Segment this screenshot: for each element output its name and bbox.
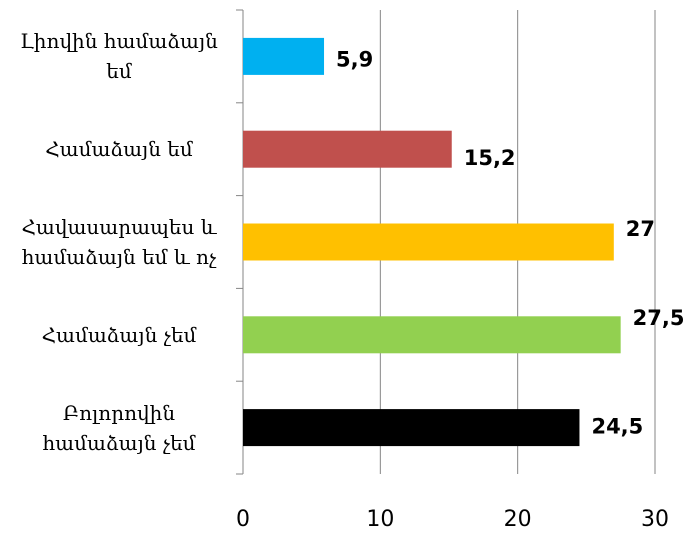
x-tick-label: 10	[366, 507, 394, 532]
value-label: 15,2	[464, 146, 516, 170]
value-label: 27,5	[633, 306, 685, 330]
category-label: Բոլորովին համաձայն չեմ	[42, 400, 196, 455]
x-tick-label: 0	[236, 507, 250, 532]
category-label: Համաձայն չեմ	[41, 322, 197, 347]
x-tick-label: 20	[504, 507, 532, 532]
x-tick-label: 30	[641, 507, 669, 532]
bar	[243, 37, 325, 75]
bar	[243, 130, 452, 168]
category-label: Լիովին համաձայն եմ	[20, 29, 218, 84]
bar	[243, 316, 621, 354]
category-label: Համաձայն եմ	[45, 137, 193, 162]
value-label: 5,9	[336, 47, 373, 71]
value-label: 27	[626, 217, 655, 241]
category-label: Հավասարապես և համաձայն եմ և ոչ	[21, 215, 217, 269]
value-label: 24,5	[591, 415, 643, 439]
bar	[243, 223, 614, 261]
bar	[243, 409, 580, 447]
